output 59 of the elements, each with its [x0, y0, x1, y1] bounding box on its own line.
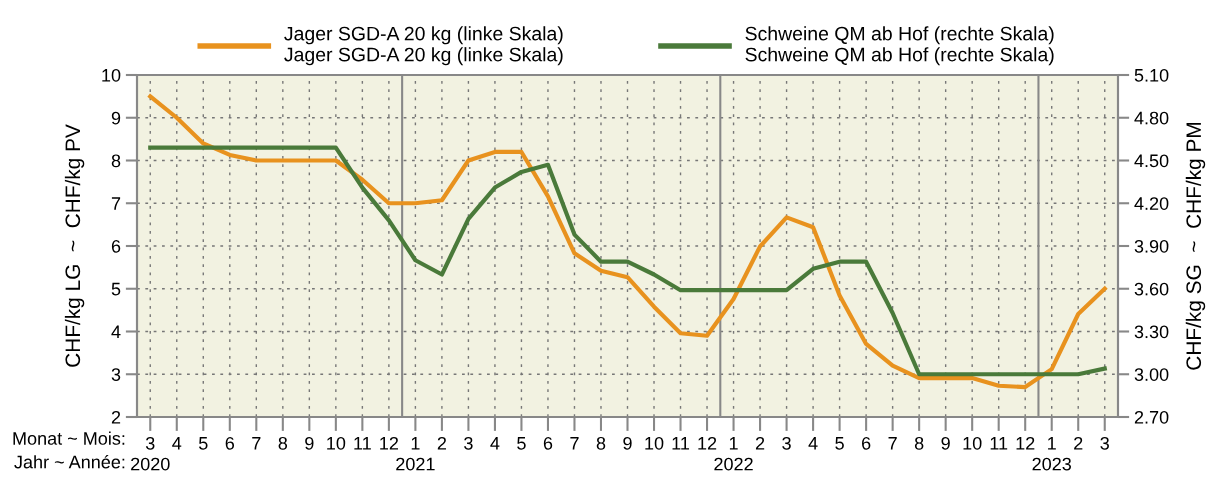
- x-tick-label: 2: [437, 436, 447, 450]
- x-tick-label: 9: [623, 436, 632, 450]
- y-tick-label: 8: [111, 154, 121, 168]
- x-tick-label: 11: [672, 437, 690, 450]
- y-tick-label: 2: [111, 410, 121, 424]
- y-tick-label: 3: [111, 368, 121, 381]
- x-tick-label: 11: [354, 437, 371, 450]
- y2-tick-label: 5.10: [1134, 68, 1169, 82]
- y2-tick-label: 4.50: [1134, 154, 1169, 168]
- x-tick-label: 8: [596, 436, 606, 450]
- x-tick-label: 3: [1100, 436, 1109, 450]
- x-tick-label: 9: [305, 436, 314, 450]
- x-tick-label: 4: [490, 437, 500, 450]
- y2-tick-label: 4.20: [1134, 197, 1169, 210]
- x-tick-label: 8: [914, 436, 924, 450]
- y-tick-label: 4: [111, 325, 121, 339]
- x-tick-label: 3: [464, 436, 473, 450]
- x-tick-label: 7: [888, 437, 897, 450]
- y-tick-label: 6: [111, 239, 121, 253]
- line-series: [148, 145, 1107, 377]
- y-tick-label: 5: [111, 282, 121, 296]
- x-tick-label: 4: [172, 437, 182, 450]
- x-tick-label: 3 2020: [131, 436, 170, 471]
- x-tick-label: 10: [645, 436, 664, 450]
- y2-tick-label: 3.90: [1134, 239, 1169, 253]
- x-tick-label: 6: [862, 436, 871, 450]
- y-tick-label: 9: [111, 111, 121, 125]
- y2-tick-label: 2.70: [1134, 410, 1169, 424]
- y2-axis-title: CHF/kg SG ~ CHF/kg PM: [1185, 122, 1206, 370]
- y2-tick-label: 3.60: [1134, 282, 1169, 296]
- y-tick-label: 10: [102, 68, 121, 82]
- y2-tick-label: 3.30: [1134, 325, 1169, 339]
- y2-tick-label: 3.00: [1134, 368, 1169, 381]
- x-tick-label: 7: [252, 437, 261, 450]
- x-tick-label: 7: [570, 437, 579, 450]
- text: Monat ~ Mois:: [13, 431, 125, 445]
- x-tick-label: 9: [941, 436, 950, 450]
- x-tick-label: 4: [808, 437, 818, 450]
- x-tick-label: 11: [990, 437, 1008, 450]
- y-tick-label: 7: [111, 197, 121, 210]
- x-tick-label: 10: [327, 436, 346, 450]
- x-tick-label: 12: [698, 436, 717, 450]
- x-tick-label: 2: [755, 436, 765, 450]
- x-tick-label: 8: [278, 436, 288, 450]
- y2-tick-label: 4.80: [1134, 111, 1169, 125]
- line-series: [148, 94, 1107, 390]
- x-tick-label: 3: [782, 436, 791, 450]
- x-tick-label: 5: [198, 437, 208, 450]
- x-tick-label: 5: [517, 437, 526, 450]
- legend-label: Schweine QM ab Hof (rechte Skala) Schweine QM ab Hof (rechte Skala): [745, 26, 1054, 66]
- x-tick-label: 5: [835, 437, 844, 450]
- legend-label: Jager SGD-A 20 kg (linke Skala) Jager SGD-A 20 kg (linke Skala): [284, 26, 563, 66]
- x-tick-label: 6: [225, 436, 235, 450]
- x-tick-label: 10: [963, 436, 982, 450]
- y-axis-title: CHF/kg LG ~ CHF/kg PV: [64, 124, 85, 367]
- x-tick-label: 12: [380, 436, 399, 450]
- x-tick-label: 6: [543, 436, 553, 450]
- text: Jahr ~ Année:: [14, 454, 125, 469]
- x-tick-label: 2: [1074, 436, 1083, 450]
